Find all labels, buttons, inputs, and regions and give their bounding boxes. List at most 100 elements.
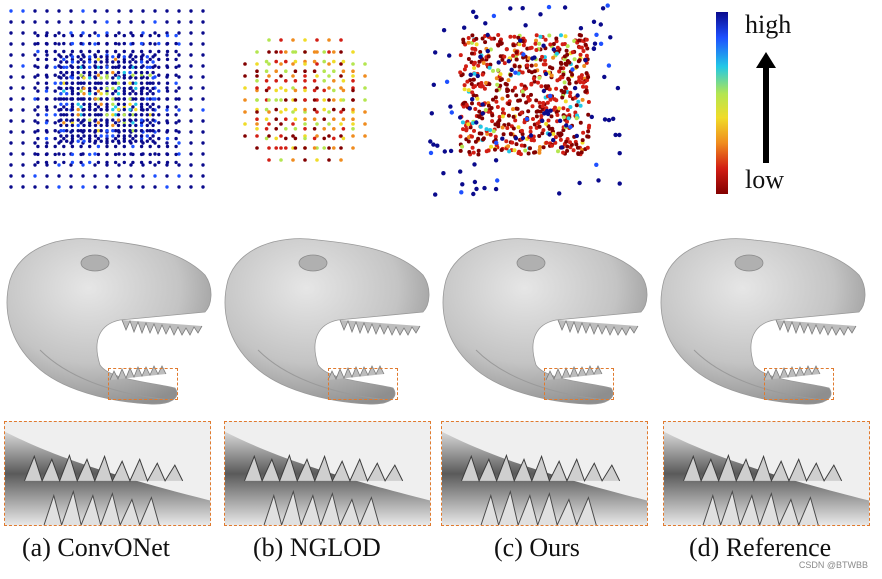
cloud-point [586, 112, 591, 117]
cloud-point [44, 41, 49, 46]
cloud-point [65, 70, 69, 75]
cloud-point [122, 102, 127, 107]
cloud-point [139, 86, 144, 91]
cloud-point [117, 20, 121, 24]
cloud-point [134, 134, 138, 138]
cloud-point [255, 69, 259, 73]
cloud-point [363, 62, 367, 66]
cloud-point [122, 107, 127, 112]
cloud-point [36, 129, 40, 133]
cloud-point [474, 36, 479, 41]
cloud-point [128, 107, 132, 112]
cloud-point [88, 144, 92, 149]
cloud-point [568, 124, 573, 130]
cloud-point [134, 102, 138, 107]
cloud-point [131, 144, 135, 149]
cloud-point [174, 33, 178, 38]
cloud-point [537, 150, 542, 155]
cloud-point [113, 57, 118, 62]
cloud-point [105, 70, 109, 75]
cloud-point [70, 113, 75, 117]
cloud-point [493, 95, 498, 100]
cloud-point [201, 64, 205, 68]
cloud-point [466, 57, 471, 61]
cloud-point [174, 152, 178, 157]
cloud-point [189, 75, 193, 79]
cloud-point [131, 97, 135, 101]
cloud-point [189, 42, 193, 46]
cloud-point [131, 41, 135, 46]
cloud-point [88, 139, 92, 143]
cloud-point [574, 116, 579, 121]
cloud-point [279, 110, 283, 114]
cloud-point [575, 93, 580, 98]
cloud-point [70, 41, 75, 46]
cloud-point [201, 86, 205, 90]
cloud-point [201, 174, 205, 178]
cloud-point [617, 132, 622, 138]
cloud-point [165, 174, 169, 178]
cloud-point [536, 80, 540, 85]
cloud-point [537, 41, 542, 46]
cloud-point [264, 107, 269, 112]
cloud-point [33, 42, 37, 46]
cloud-point [363, 98, 367, 102]
cloud-point [551, 55, 556, 60]
cloud-point [105, 185, 109, 189]
cloud-point [523, 148, 528, 153]
cloud-point [82, 81, 86, 85]
cloud-point [53, 73, 57, 77]
cloud-point [79, 89, 83, 93]
cloud-point [578, 52, 583, 57]
cloud-point [128, 139, 132, 143]
cloud-point [122, 134, 127, 138]
cloud-point [165, 33, 170, 38]
cloud-point [174, 121, 178, 125]
cloud-point [113, 136, 118, 141]
cloud-point [139, 121, 144, 125]
cloud-point [151, 118, 155, 122]
cloud-point [500, 136, 505, 141]
cloud-point [82, 55, 86, 59]
cloud-point [363, 86, 367, 90]
cloud-point [116, 70, 121, 75]
cloud-point [79, 105, 83, 109]
cloud-point [70, 118, 75, 122]
cloud-point [485, 48, 490, 54]
cloud-point [105, 113, 109, 117]
cloud-point [315, 74, 319, 78]
cloud-point [480, 84, 485, 89]
cloud-point [44, 136, 49, 141]
cloud-point [165, 53, 169, 57]
cloud-point [486, 54, 491, 59]
cloud-point [45, 141, 49, 145]
cloud-point [157, 121, 161, 125]
cloud-point [471, 62, 476, 67]
cloud-point [105, 86, 109, 91]
cloud-point [315, 110, 319, 114]
cloud-point [36, 97, 40, 101]
cloud-point [33, 97, 37, 101]
cloud-point [145, 134, 149, 138]
cloud-point [93, 134, 98, 138]
cloud-point [93, 139, 98, 143]
cloud-point [70, 70, 75, 75]
cloud-point [504, 47, 509, 52]
cloud-point [116, 76, 121, 80]
cloud-point [267, 98, 271, 102]
cloud-point [76, 118, 80, 122]
cloud-point [117, 9, 121, 13]
watermark: CSDN @BTWBB [798, 560, 868, 570]
cloud-point [33, 152, 37, 156]
cloud-point [79, 81, 83, 85]
cloud-point [613, 132, 618, 138]
cloud-point [559, 88, 564, 93]
cloud-point [461, 127, 465, 132]
cloud-point [165, 160, 170, 165]
cloud-point [274, 79, 278, 83]
cloud-point [494, 99, 499, 104]
cloud-point [151, 81, 155, 85]
cloud-point [177, 53, 181, 57]
cloud-point [79, 121, 83, 125]
cloud-point [151, 113, 155, 117]
